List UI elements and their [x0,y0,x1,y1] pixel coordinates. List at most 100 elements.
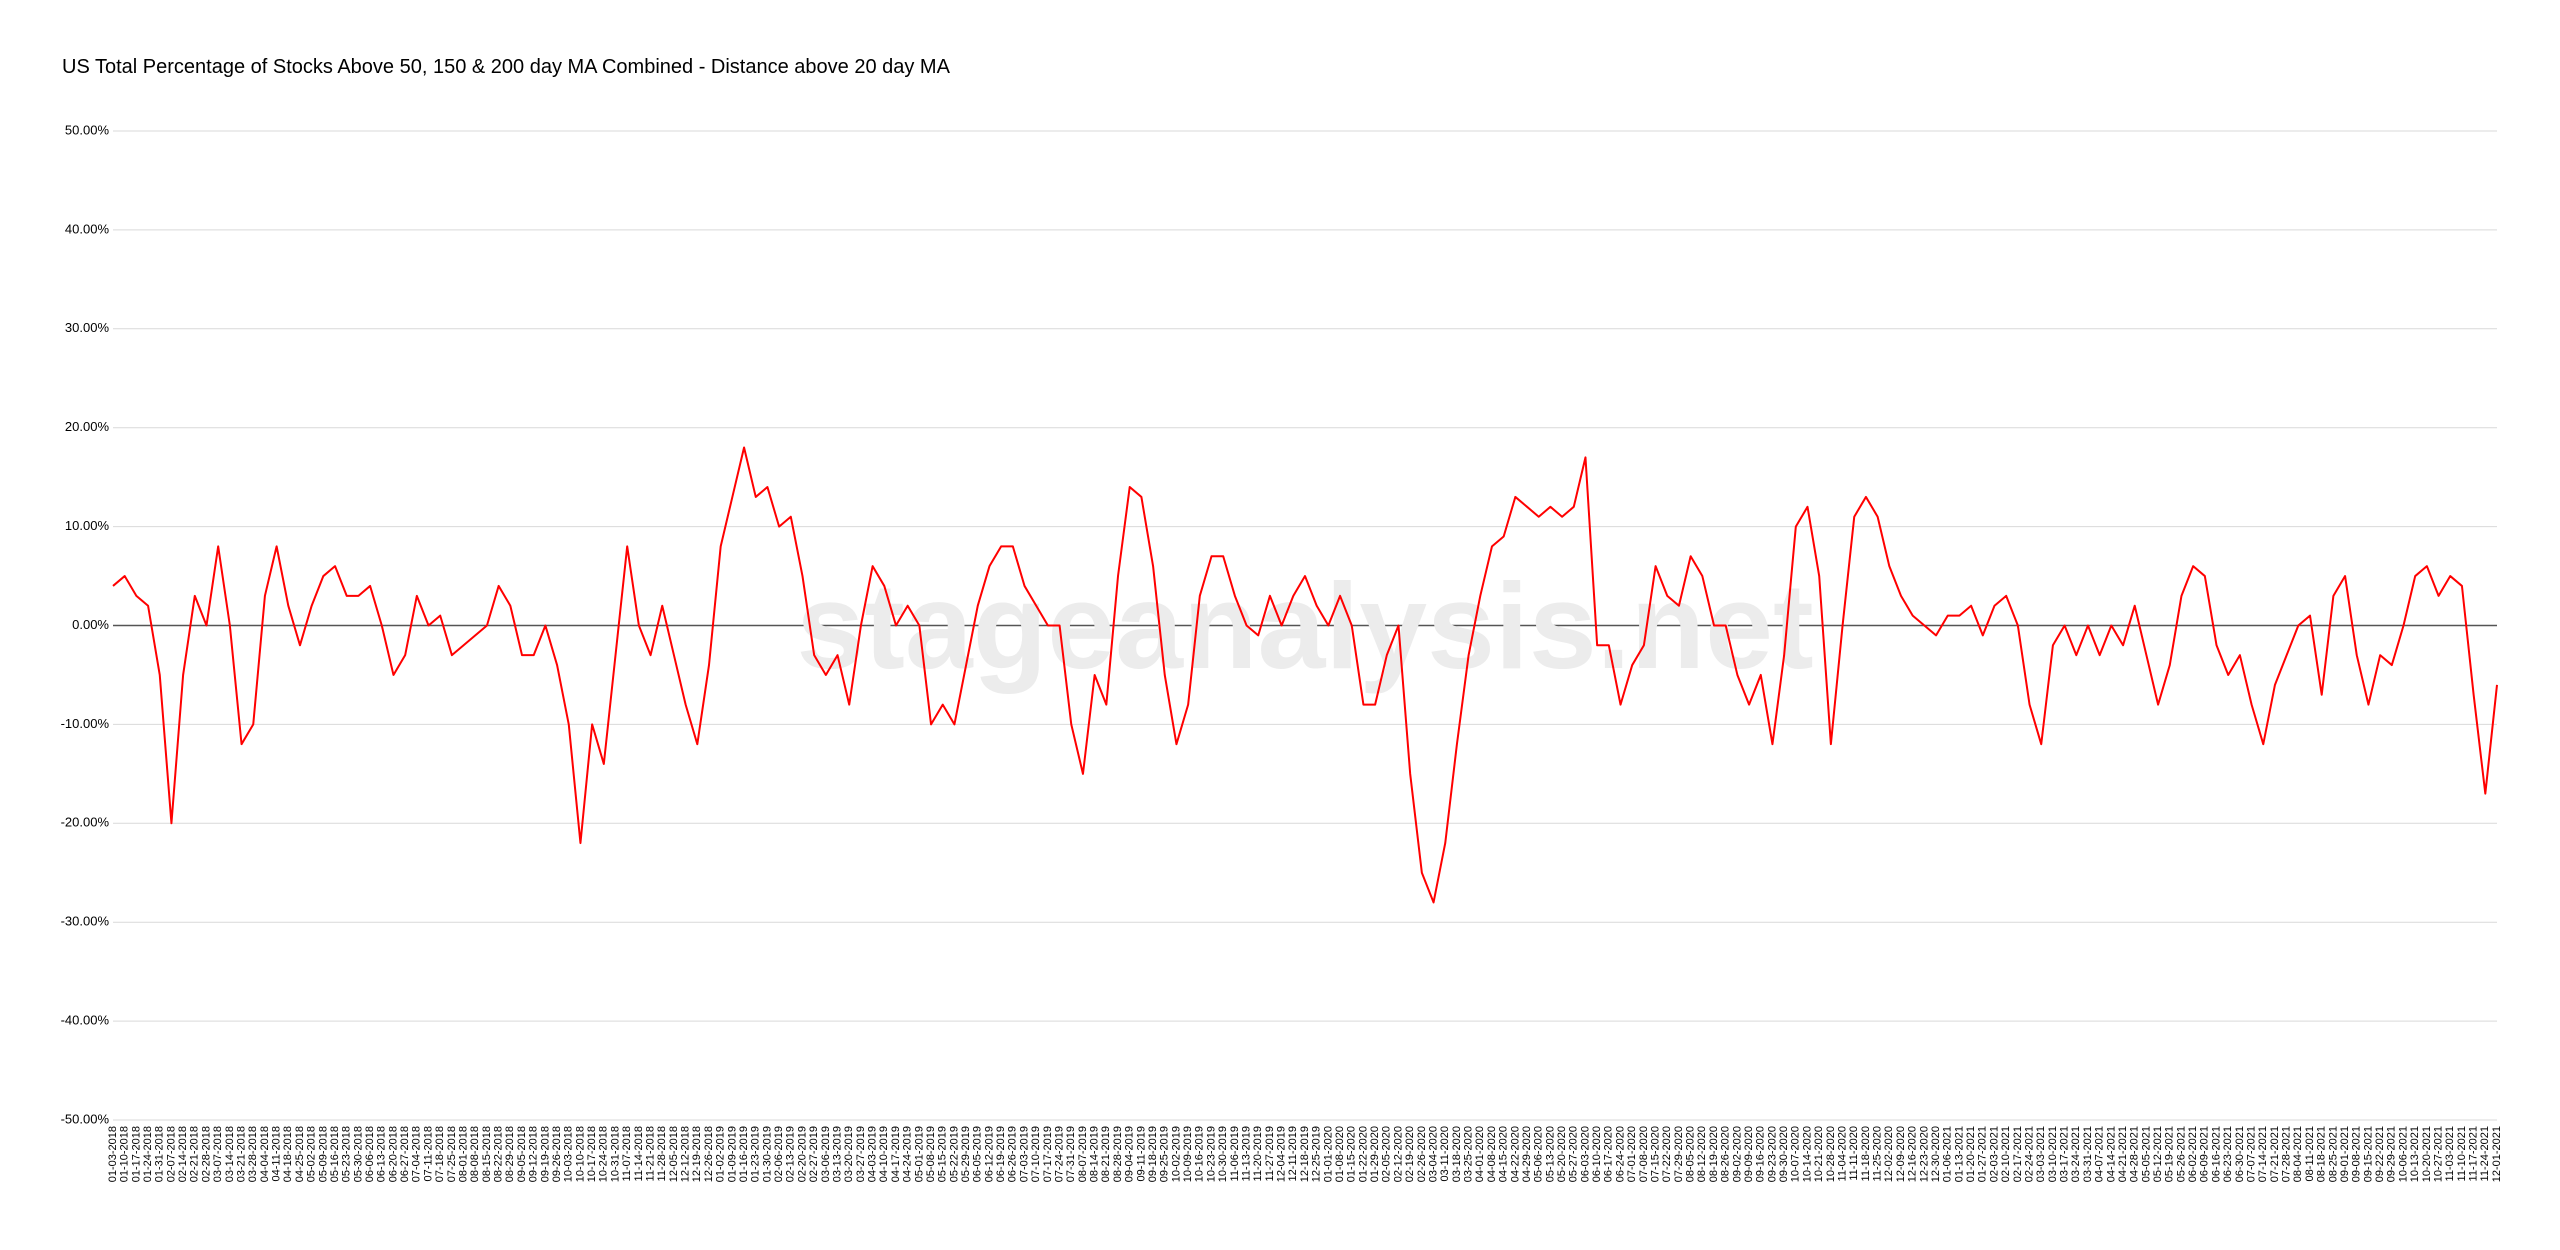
x-tick-label: 05-06-2020 [1533,1126,1545,1182]
x-tick-label: 11-27-2019 [1264,1126,1276,1181]
x-tick-label: 06-03-2020 [1579,1126,1591,1182]
x-tick-label: 10-09-2019 [1182,1126,1194,1182]
x-tick-label: 08-28-2019 [1112,1126,1124,1182]
x-tick-label: 07-08-2020 [1638,1126,1650,1182]
x-tick-label: 06-06-2018 [364,1126,376,1182]
x-tick-label: 02-12-2020 [1392,1126,1404,1182]
x-tick-label: 10-13-2021 [2409,1126,2421,1182]
x-tick-label: 06-23-2021 [2222,1126,2234,1182]
x-tick-label: 11-20-2019 [1252,1126,1264,1181]
x-tick-label: 04-11-2018 [271,1126,283,1181]
x-tick-label: 07-24-2019 [1053,1126,1065,1182]
x-tick-label: 05-20-2020 [1556,1126,1568,1182]
x-tick-label: 09-11-2019 [1135,1126,1147,1181]
x-tick-label: 07-29-2020 [1673,1126,1685,1182]
x-tick-label: 07-07-2021 [2245,1126,2257,1182]
x-tick-label: 05-01-2019 [913,1126,925,1182]
x-tick-label: 04-04-2018 [259,1126,271,1182]
x-tick-label: 01-23-2019 [750,1126,762,1182]
x-tick-label: 01-10-2018 [119,1126,131,1182]
x-tick-label: 10-24-2018 [598,1126,610,1182]
x-tick-label: 09-09-2020 [1743,1126,1755,1182]
x-tick-label: 09-04-2019 [1124,1126,1136,1182]
x-tick-label: 04-01-2020 [1474,1126,1486,1182]
x-tick-label: 06-27-2018 [399,1126,411,1182]
x-tick-label: 05-23-2018 [341,1126,353,1182]
x-tick-label: 04-10-2019 [878,1126,890,1182]
x-tick-label: 06-02-2021 [2187,1126,2199,1182]
x-tick-label: 03-25-2020 [1463,1126,1475,1182]
y-tick-label: -30.00% [61,914,110,929]
x-tick-label: 07-04-2018 [411,1126,423,1182]
x-tick-label: 01-09-2019 [726,1126,738,1182]
x-tick-label: 12-04-2019 [1276,1126,1288,1182]
x-tick-label: 11-11-2020 [1848,1126,1860,1181]
x-tick-label: 03-03-2021 [2035,1126,2047,1182]
x-tick-label: 06-16-2021 [2210,1126,2222,1182]
x-tick-label: 05-26-2021 [2175,1126,2187,1182]
x-tick-label: 03-18-2020 [1451,1126,1463,1182]
x-tick-label: 07-31-2019 [1065,1126,1077,1182]
x-tick-label: 01-16-2019 [738,1126,750,1182]
x-tick-label: 01-24-2018 [142,1126,154,1182]
x-tick-label: 07-21-2021 [2269,1126,2281,1182]
x-tick-label: 10-27-2021 [2432,1126,2444,1182]
x-tick-label: 04-21-2021 [2117,1126,2129,1182]
x-tick-label: 11-17-2021 [2468,1126,2480,1181]
x-tick-label: 06-20-2018 [387,1126,399,1182]
x-tick-label: 07-28-2021 [2281,1126,2293,1182]
watermark: stageanalysis.net [796,558,1813,694]
y-tick-label: 20.00% [65,419,110,434]
x-tick-label: 09-16-2020 [1755,1126,1767,1182]
y-tick-label: 30.00% [65,320,110,335]
x-tick-label: 06-17-2020 [1603,1126,1615,1182]
x-tick-label: 03-07-2018 [212,1126,224,1182]
x-tick-label: 04-28-2021 [2129,1126,2141,1182]
x-tick-label: 03-10-2021 [2047,1126,2059,1182]
x-tick-label: 06-30-2021 [2234,1126,2246,1182]
x-tick-label: 11-06-2019 [1229,1126,1241,1181]
x-tick-label: 02-21-2018 [189,1126,201,1182]
x-tick-label: 01-01-2020 [1322,1126,1334,1182]
x-tick-label: 10-10-2018 [574,1126,586,1182]
x-tick-label: 02-19-2020 [1404,1126,1416,1182]
x-tick-label: 04-24-2019 [902,1126,914,1182]
x-tick-label: 06-26-2019 [1007,1126,1019,1182]
x-tick-label: 08-14-2019 [1089,1126,1101,1182]
y-tick-label: 0.00% [72,617,109,632]
y-tick-label: -10.00% [61,716,110,731]
x-tick-label: 02-03-2021 [1988,1126,2000,1182]
x-tick-label: 03-24-2021 [2070,1126,2082,1182]
x-tick-label: 12-16-2020 [1907,1126,1919,1182]
x-tick-label: 03-14-2018 [224,1126,236,1182]
x-tick-label: 03-17-2021 [2059,1126,2071,1182]
x-tick-label: 01-30-2019 [761,1126,773,1182]
x-tick-label: 01-17-2018 [130,1126,142,1182]
x-tick-label: 11-18-2020 [1860,1126,1872,1181]
x-tick-label: 05-19-2021 [2164,1126,2176,1182]
x-tick-label: 11-14-2018 [633,1126,645,1181]
x-tick-label: 04-22-2020 [1509,1126,1521,1182]
x-tick-label: 12-09-2020 [1895,1126,1907,1182]
x-tick-label: 09-25-2019 [1159,1126,1171,1182]
x-tick-label: 04-14-2021 [2105,1126,2117,1182]
x-tick-label: 01-02-2019 [715,1126,727,1182]
x-tick-label: 07-25-2018 [446,1126,458,1182]
x-tick-label: 02-14-2018 [177,1126,189,1182]
x-tick-label: 09-26-2018 [551,1126,563,1182]
x-tick-label: 03-27-2019 [855,1126,867,1182]
x-tick-label: 01-29-2020 [1369,1126,1381,1182]
x-tick-label: 01-20-2021 [1965,1126,1977,1182]
x-tick-label: 12-05-2018 [668,1126,680,1182]
x-tick-label: 12-23-2020 [1918,1126,1930,1182]
x-tick-label: 09-02-2020 [1731,1126,1743,1182]
x-tick-label: 03-31-2021 [2082,1126,2094,1182]
x-tick-label: 05-05-2021 [2140,1126,2152,1182]
y-tick-label: -40.00% [61,1013,110,1028]
x-tick-label: 07-14-2021 [2257,1126,2269,1182]
x-tick-label: 08-22-2018 [493,1126,505,1182]
x-tick-label: 05-15-2019 [937,1126,949,1182]
x-tick-label: 08-08-2018 [469,1126,481,1182]
x-tick-label: 10-02-2019 [1170,1126,1182,1182]
